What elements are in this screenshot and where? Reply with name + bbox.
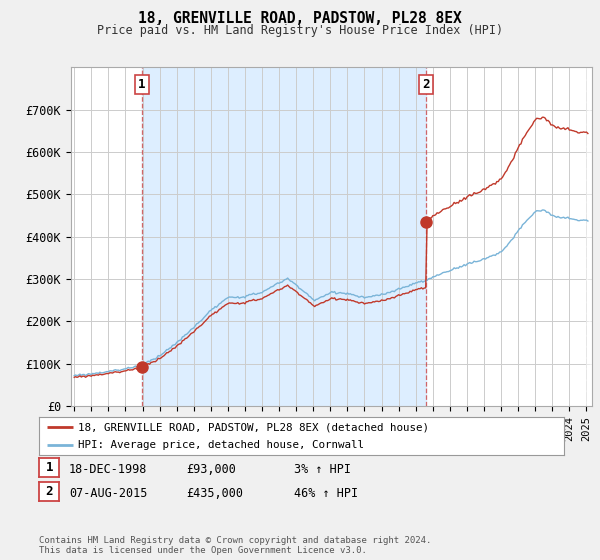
Text: 1: 1 bbox=[138, 78, 146, 91]
Text: 18, GRENVILLE ROAD, PADSTOW, PL28 8EX (detached house): 18, GRENVILLE ROAD, PADSTOW, PL28 8EX (d… bbox=[79, 422, 430, 432]
Text: 07-AUG-2015: 07-AUG-2015 bbox=[69, 487, 148, 500]
Text: 3% ↑ HPI: 3% ↑ HPI bbox=[294, 463, 351, 476]
Text: Contains HM Land Registry data © Crown copyright and database right 2024.: Contains HM Land Registry data © Crown c… bbox=[39, 536, 431, 545]
Text: 2: 2 bbox=[422, 78, 430, 91]
Text: HPI: Average price, detached house, Cornwall: HPI: Average price, detached house, Corn… bbox=[79, 440, 364, 450]
Text: 18, GRENVILLE ROAD, PADSTOW, PL28 8EX: 18, GRENVILLE ROAD, PADSTOW, PL28 8EX bbox=[138, 11, 462, 26]
Text: 1: 1 bbox=[46, 461, 53, 474]
Bar bbox=[586, 67, 595, 406]
Text: 18-DEC-1998: 18-DEC-1998 bbox=[69, 463, 148, 476]
Text: This data is licensed under the Open Government Licence v3.0.: This data is licensed under the Open Gov… bbox=[39, 547, 367, 556]
Text: Price paid vs. HM Land Registry's House Price Index (HPI): Price paid vs. HM Land Registry's House … bbox=[97, 24, 503, 37]
Text: 46% ↑ HPI: 46% ↑ HPI bbox=[294, 487, 358, 500]
Bar bbox=[142, 67, 426, 406]
Text: 2: 2 bbox=[46, 485, 53, 498]
Text: £435,000: £435,000 bbox=[186, 487, 243, 500]
Text: £93,000: £93,000 bbox=[186, 463, 236, 476]
